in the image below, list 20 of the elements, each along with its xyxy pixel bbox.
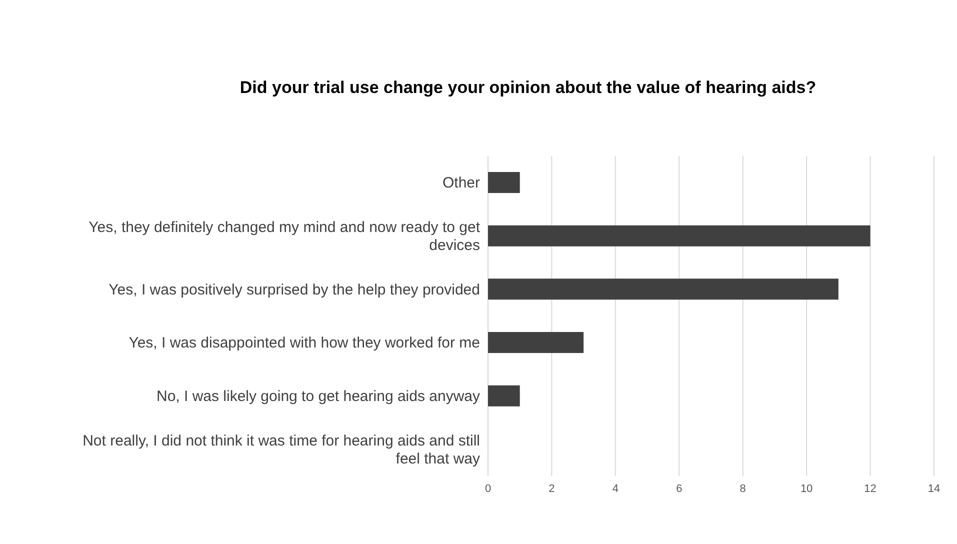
x-tick-label: 14	[928, 482, 940, 495]
bar	[488, 385, 520, 406]
y-tick-label: Not really, I did not think it was time for hearing aids and still feel that way	[82, 432, 480, 467]
x-tick-label: 6	[676, 482, 682, 495]
y-tick-label: No, I was likely going to get hearing aids anyway	[156, 388, 480, 404]
y-tick-label: Yes, they definitely changed my mind and now ready to get devices	[88, 218, 481, 254]
x-tick-label: 4	[612, 482, 618, 495]
chart-title: Did your trial use change your opinion about the value of hearing aids?	[238, 78, 818, 98]
x-tick-label: 12	[864, 482, 876, 495]
x-tick-label: 2	[548, 482, 555, 495]
bar	[488, 225, 870, 246]
bar	[488, 332, 584, 353]
bar	[488, 278, 838, 300]
y-tick-label: Other	[442, 174, 480, 192]
y-tick-label: Yes, I was disappointed with how they worked for me	[128, 334, 480, 352]
x-tick-label: 8	[740, 482, 746, 495]
y-tick-label: Yes, I was positively surprised by the help they provided	[108, 280, 480, 298]
x-tick-label: 10	[800, 482, 813, 495]
x-tick-label: 0	[484, 482, 492, 495]
bar	[488, 172, 520, 193]
